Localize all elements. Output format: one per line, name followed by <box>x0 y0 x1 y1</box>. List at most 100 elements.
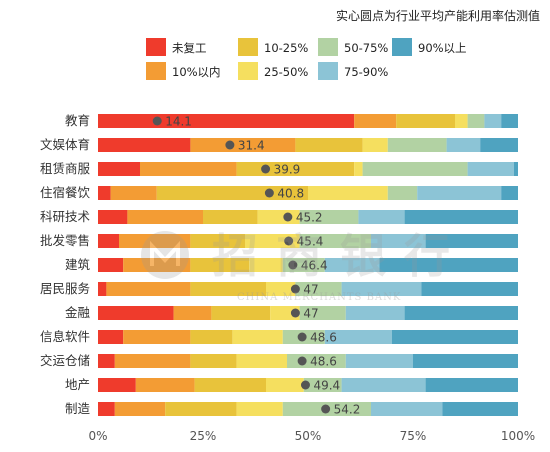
average-label: 45.4 <box>297 235 324 249</box>
legend-label: 10%以内 <box>172 65 221 79</box>
bar-segment <box>387 138 447 152</box>
bar-segment <box>266 378 304 392</box>
bar-segment <box>484 114 502 128</box>
bar-segment <box>324 258 380 272</box>
average-dot <box>225 140 235 150</box>
bar-segment <box>232 330 283 344</box>
legend-swatch <box>146 62 166 80</box>
bar-segment <box>341 282 422 296</box>
bar-segment <box>442 402 518 416</box>
category-label: 交运仓储 <box>40 353 90 368</box>
bar-segment <box>299 210 359 224</box>
legend-label: 未复工 <box>172 41 207 55</box>
category-label: 住宿餐饮 <box>40 185 91 200</box>
average-label: 48.6 <box>310 331 337 345</box>
legend-label: 25-50% <box>264 65 308 79</box>
average-label: 14.1 <box>165 115 192 129</box>
category-label: 制造 <box>65 401 91 416</box>
bar-segment <box>194 378 266 392</box>
bar-segment <box>371 234 426 248</box>
legend-swatch <box>392 38 412 56</box>
bar-segment <box>190 258 250 272</box>
category-label: 信息软件 <box>40 329 90 344</box>
category-label: 科研技术 <box>40 209 91 224</box>
x-tick-label: 0% <box>88 429 107 443</box>
category-label: 金融 <box>65 305 91 320</box>
bar-segment <box>236 402 283 416</box>
bar-segment <box>467 162 514 176</box>
bar-segment <box>354 114 397 128</box>
bar-segment <box>362 162 468 176</box>
legend-swatch <box>238 38 258 56</box>
bar-segment <box>173 306 212 320</box>
bar-segment <box>324 330 392 344</box>
average-dot <box>300 380 310 390</box>
bar-segment <box>455 114 468 128</box>
average-label: 40.8 <box>277 187 304 201</box>
bar-segment <box>190 354 237 368</box>
bar-segment <box>270 306 300 320</box>
bar-segment <box>358 210 405 224</box>
bar-segment <box>387 186 418 200</box>
bar-segment <box>480 138 518 152</box>
legend-label: 90%以上 <box>418 41 467 55</box>
bar-segment <box>190 282 266 296</box>
bar-segment <box>98 258 124 272</box>
bar-segment <box>98 114 355 128</box>
bar-segment <box>446 138 481 152</box>
bar-segment <box>135 378 195 392</box>
average-dot <box>284 236 294 246</box>
bar-segment <box>190 330 233 344</box>
bar-segment <box>425 378 518 392</box>
bar-segment <box>345 354 413 368</box>
legend-swatch <box>238 62 258 80</box>
category-label: 居民服务 <box>40 281 90 296</box>
average-label: 31.4 <box>238 139 265 153</box>
bar-segment <box>371 402 443 416</box>
bar-segment <box>98 186 111 200</box>
average-label: 47 <box>303 307 318 321</box>
bar-segment <box>98 330 124 344</box>
bar-segment <box>98 234 119 248</box>
bar-segment <box>354 162 363 176</box>
average-dot <box>297 356 307 366</box>
bar-segment <box>513 162 518 176</box>
bar-segment <box>295 282 342 296</box>
bar-segment <box>140 162 237 176</box>
bar-segment <box>501 114 518 128</box>
bar-segment <box>501 186 518 200</box>
legend-label: 10-25% <box>264 41 308 55</box>
watermark-english: CHINA MERCHANTS BANK <box>237 292 401 303</box>
average-dot <box>290 308 300 318</box>
bar-segment <box>345 306 405 320</box>
chart-note: 实心圆点为行业平均产能利用率估测值 <box>336 8 540 23</box>
bar-segment <box>165 402 237 416</box>
plot-area: 教育 14.1 文娱体育 31.4 租赁商服 39.9 住宿餐饮 40.8 科研技术 45.2 批发… <box>40 113 518 417</box>
bar-segment <box>236 354 287 368</box>
bar-segment <box>119 234 191 248</box>
bar-segment <box>98 354 115 368</box>
bar-segment <box>98 378 136 392</box>
bar-segment <box>396 114 455 128</box>
category-label: 租赁商服 <box>40 161 91 176</box>
bar-segment <box>190 138 296 152</box>
average-label: 48.6 <box>310 355 337 369</box>
category-label: 教育 <box>65 113 90 128</box>
bar-segment <box>303 378 342 392</box>
average-label: 49.4 <box>313 379 340 393</box>
bar-segment <box>98 162 140 176</box>
bar-segment <box>114 402 166 416</box>
bar-segment <box>266 282 296 296</box>
bar-segment <box>404 306 518 320</box>
average-dot <box>288 260 298 270</box>
legend-label: 50-75% <box>344 41 388 55</box>
bar-segment <box>123 258 191 272</box>
average-dot <box>152 116 162 126</box>
bar-segment <box>299 306 346 320</box>
bar-segment <box>417 186 502 200</box>
average-label: 54.2 <box>334 403 361 417</box>
bar-segment <box>421 282 518 296</box>
average-dot <box>264 188 274 198</box>
average-dot <box>321 404 331 414</box>
bar-segment <box>98 282 107 296</box>
